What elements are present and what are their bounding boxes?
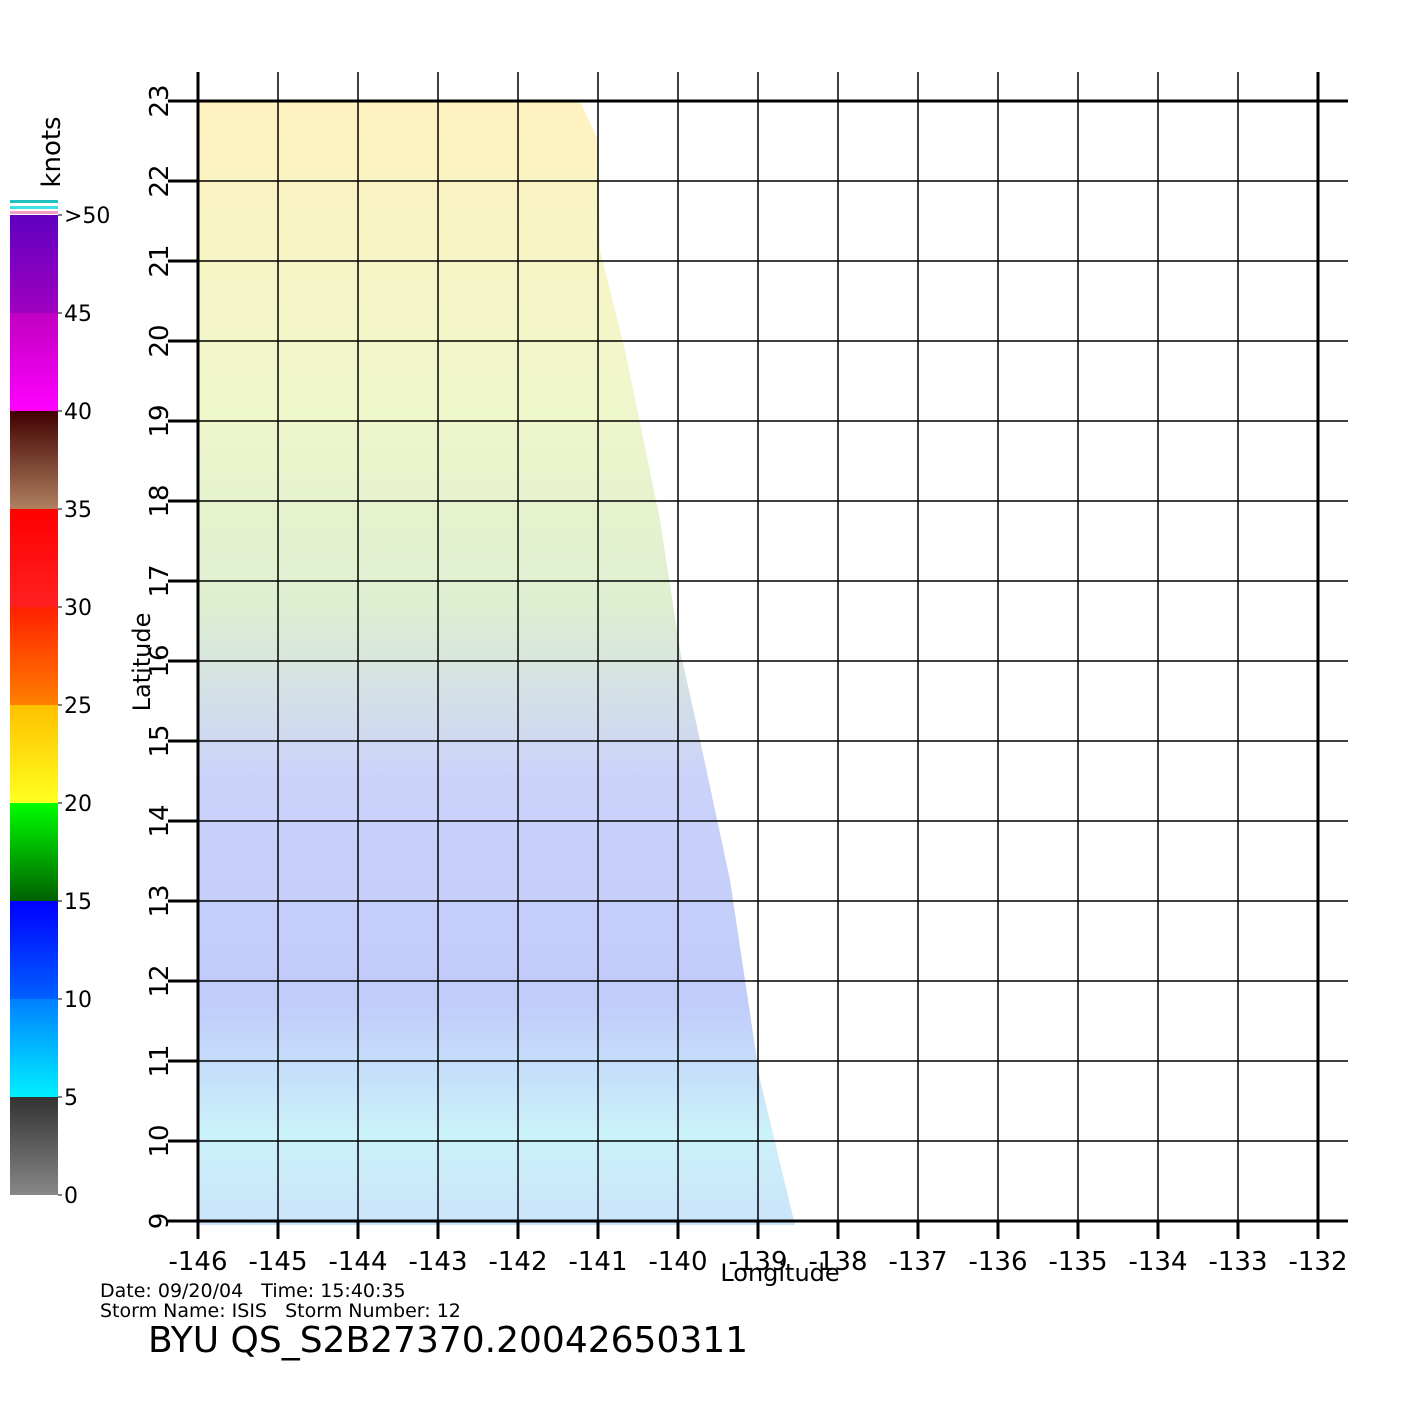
x-tick-label: -138 <box>808 1247 867 1277</box>
x-tick-label: -141 <box>568 1247 627 1277</box>
x-tick-label: -132 <box>1288 1247 1347 1277</box>
colorbar-cap <box>10 206 58 209</box>
x-tick-label: -133 <box>1208 1247 1267 1277</box>
x-tick-label: -140 <box>648 1247 707 1277</box>
colorbar-segment <box>10 803 58 901</box>
x-tick-label: -135 <box>1048 1247 1107 1277</box>
colorbar-label: knots <box>37 116 67 187</box>
y-tick-label: 23 <box>145 84 175 117</box>
colorbar-cap <box>10 211 58 214</box>
colorbar-tick-label: 30 <box>64 596 92 621</box>
y-tick-label: 14 <box>145 804 175 837</box>
x-tick-label: -145 <box>248 1247 307 1277</box>
colorbar-segment <box>10 313 58 411</box>
colorbar-segment <box>10 705 58 803</box>
colorbar-segment <box>10 1097 58 1195</box>
x-tick-label: -134 <box>1128 1247 1187 1277</box>
colorbar-segment <box>10 999 58 1097</box>
y-tick-label: 19 <box>145 404 175 437</box>
colorbar-tick-label: 20 <box>64 792 92 817</box>
y-tick-label: 9 <box>145 1213 175 1230</box>
colorbar-tick-label: 0 <box>64 1184 78 1209</box>
product-id: BYU QS_S2B27370.20042650311 <box>148 1320 748 1361</box>
colorbar-segment <box>10 901 58 999</box>
x-tick-label: -144 <box>328 1247 387 1277</box>
storm-line: Storm Name: ISIS Storm Number: 12 <box>100 1300 461 1322</box>
colorbar-tick-label: >50 <box>64 204 110 229</box>
y-tick-label: 21 <box>145 244 175 277</box>
y-tick-label: 11 <box>145 1044 175 1077</box>
y-tick-label: 16 <box>145 644 175 677</box>
date-line: Date: 09/20/04 Time: 15:40:35 <box>100 1280 406 1302</box>
colorbar-tick-label: 45 <box>64 302 92 327</box>
colorbar-segment <box>10 509 58 607</box>
y-tick-label: 17 <box>145 564 175 597</box>
y-tick-label: 18 <box>145 484 175 517</box>
colorbar-tick-label: 5 <box>64 1086 78 1111</box>
x-tick-label: -136 <box>968 1247 1027 1277</box>
colorbar-tick-label: 40 <box>64 400 92 425</box>
y-tick-label: 12 <box>145 964 175 997</box>
colorbar-tick-label: 15 <box>64 890 92 915</box>
y-tick-label: 13 <box>145 884 175 917</box>
x-tick-label: -146 <box>168 1247 227 1277</box>
x-tick-label: -139 <box>728 1247 787 1277</box>
y-axis-label: Latitude <box>128 613 156 712</box>
x-tick-label: -142 <box>488 1247 547 1277</box>
y-tick-label: 20 <box>145 324 175 357</box>
colorbar-segment <box>10 607 58 705</box>
x-tick-label: -137 <box>888 1247 947 1277</box>
x-axis-label: Longitude <box>720 1259 839 1287</box>
colorbar-cap <box>10 200 58 203</box>
y-tick-label: 22 <box>145 164 175 197</box>
colorbar-tick-label: 35 <box>64 498 92 523</box>
colorbar-tick-label: 25 <box>64 694 92 719</box>
swath <box>198 101 795 1225</box>
colorbar-segment <box>10 411 58 509</box>
colorbar-tick-label: 10 <box>64 988 92 1013</box>
x-tick-label: -143 <box>408 1247 467 1277</box>
y-tick-label: 15 <box>145 724 175 757</box>
colorbar-segment <box>10 215 58 313</box>
y-tick-label: 10 <box>145 1124 175 1157</box>
